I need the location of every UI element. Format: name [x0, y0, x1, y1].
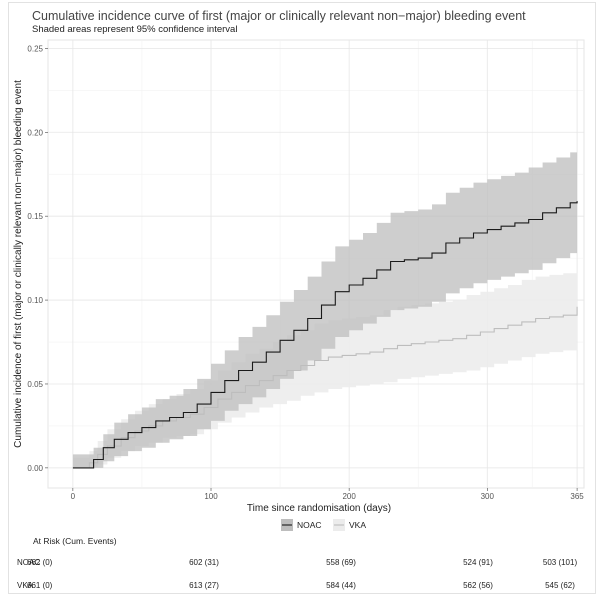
x-axis-ticks: 0 100 200 300 365 [71, 488, 584, 501]
y-axis-title: Cumulative incidence of first (major or … [13, 80, 24, 448]
x-tick-label: 200 [342, 492, 356, 501]
series-line-vka [72, 306, 578, 469]
at-risk-cell: 558 (69) [326, 558, 356, 567]
x-tick-label: 100 [204, 492, 218, 501]
x-axis-title: Time since randomisation (days) [247, 503, 391, 514]
figure-frame [8, 2, 596, 594]
ci-band-noac [72, 150, 578, 468]
at-risk-group-vka: VKA [17, 581, 34, 590]
y-tick-label: 0.05 [27, 380, 43, 389]
x-tick-label: 365 [570, 492, 584, 501]
y-tick-label: 0.20 [27, 128, 43, 137]
chart-title: Cumulative incidence curve of first (maj… [32, 9, 526, 23]
at-risk-cell: 545 (62) [545, 581, 575, 590]
y-tick-label: 0.10 [27, 296, 43, 305]
legend: NOAC VKA [281, 519, 366, 531]
x-tick-label: 0 [71, 492, 76, 501]
confidence-bands [72, 150, 578, 468]
at-risk-cell: 602 (31) [189, 558, 219, 567]
chart-subtitle: Shaded areas represent 95% confidence in… [32, 24, 238, 35]
series-lines [72, 201, 578, 469]
at-risk-cell: 662 (0) [27, 558, 53, 567]
at-risk-cell: 661 (0) [27, 581, 53, 590]
x-tick-label: 300 [481, 492, 495, 501]
at-risk-header: At Risk (Cum. Events) [33, 536, 117, 546]
y-tick-label: 0.25 [27, 44, 43, 53]
y-axis-ticks: 0.00 0.05 0.10 0.15 0.20 0.25 [27, 44, 48, 473]
y-tick-label: 0.00 [27, 464, 43, 473]
at-risk-cell: 562 (56) [463, 581, 493, 590]
at-risk-cell: 524 (91) [463, 558, 493, 567]
at-risk-group-noac: NOAC [17, 558, 40, 567]
at-risk-cell: 503 (101) [543, 558, 578, 567]
at-risk-cell: 584 (44) [326, 581, 356, 590]
legend-label-vka: VKA [349, 520, 366, 530]
legend-label-noac: NOAC [297, 520, 322, 530]
at-risk-cell: 613 (27) [189, 581, 219, 590]
series-line-noac [72, 201, 578, 469]
y-tick-label: 0.15 [27, 212, 43, 221]
